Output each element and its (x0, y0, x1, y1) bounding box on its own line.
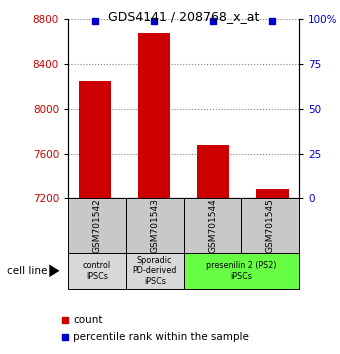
Text: percentile rank within the sample: percentile rank within the sample (73, 332, 249, 342)
Text: GSM701542: GSM701542 (92, 198, 101, 253)
Bar (79, 81, 111, 198)
Text: GSM701545: GSM701545 (266, 198, 275, 253)
Text: control
IPSCs: control IPSCs (83, 261, 111, 280)
Text: cell line: cell line (7, 266, 47, 276)
Bar (197, 145, 230, 198)
Bar (184, 253, 299, 289)
Text: count: count (73, 315, 103, 325)
Text: GSM701544: GSM701544 (208, 198, 217, 253)
Text: Sporadic
PD-derived
iPSCs: Sporadic PD-derived iPSCs (133, 256, 177, 286)
Polygon shape (49, 264, 60, 277)
Bar (126, 253, 184, 289)
Text: GSM701543: GSM701543 (150, 198, 159, 253)
Text: GDS4141 / 208768_x_at: GDS4141 / 208768_x_at (108, 10, 259, 23)
Bar (68, 198, 126, 253)
Text: presenilin 2 (PS2)
iPSCs: presenilin 2 (PS2) iPSCs (206, 261, 277, 280)
Bar (184, 198, 241, 253)
Bar (256, 189, 289, 198)
Bar (126, 198, 184, 253)
Bar (241, 198, 299, 253)
Bar (68, 253, 126, 289)
Bar (138, 33, 170, 198)
